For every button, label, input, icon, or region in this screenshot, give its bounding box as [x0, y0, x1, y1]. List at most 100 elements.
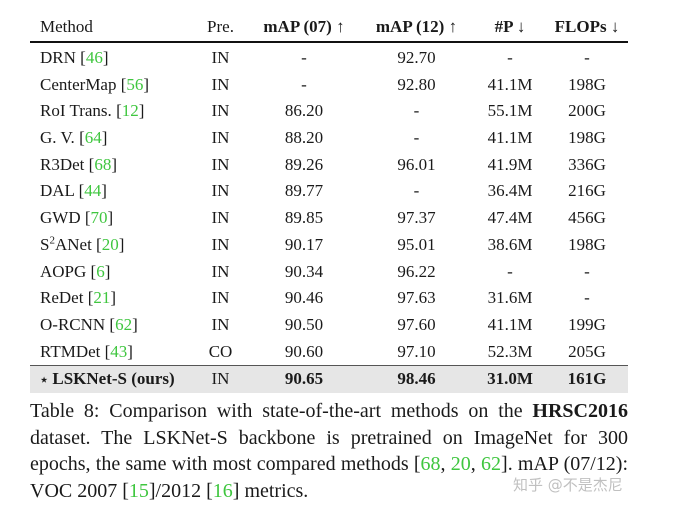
pre-cell: IN	[211, 48, 230, 67]
citation-link[interactable]: 20	[450, 453, 471, 475]
method-cell: RoI Trans. [12]	[40, 101, 145, 121]
method-cell: CenterMap [56]	[40, 74, 150, 94]
table-row: ReDet [21] IN 90.46 97.63 31.6M -	[30, 285, 628, 312]
params-cell: 31.6M	[487, 288, 533, 308]
citation-link[interactable]: 62	[481, 453, 502, 475]
params-cell: 55.1M	[487, 101, 533, 121]
citation-link[interactable]: 44	[84, 181, 102, 201]
citation-link[interactable]: 16	[212, 479, 233, 502]
map07-cell: 90.46	[284, 288, 324, 308]
map12-cell: -	[413, 101, 420, 121]
method-name: LSKNet-S (ours)	[52, 369, 175, 389]
method-cell: DAL [44]	[40, 181, 107, 201]
citation-link[interactable]: 21	[93, 288, 111, 308]
map07-cell: 89.77	[284, 181, 324, 201]
map07-cell: 90.60	[284, 341, 324, 361]
pre-cell: IN	[211, 369, 230, 389]
map07-cell: 90.17	[284, 234, 324, 254]
method-cell: RTMDet [43]	[40, 341, 133, 361]
flops-cell: 198G	[568, 234, 606, 254]
flops-cell: 200G	[568, 101, 606, 121]
map12-cell: 95.01	[397, 234, 436, 254]
flops-cell: -	[584, 48, 590, 67]
citation-link[interactable]: 15	[128, 479, 149, 502]
header-map07: mAP (07) ↑	[263, 17, 345, 36]
citation-link[interactable]: 64	[84, 128, 102, 148]
method-cell: O-RCNN [62]	[40, 314, 138, 334]
table-row: DRN [46] IN - 92.70 - -	[30, 45, 628, 72]
params-cell: 31.0M	[487, 369, 533, 389]
params-cell: 41.1M	[487, 74, 533, 94]
table-caption: Table 8: Comparison with state-of-the-ar…	[30, 398, 628, 504]
flops-cell: -	[584, 288, 590, 308]
params-cell: -	[507, 48, 513, 67]
caption-text: ]. mAP (07/12): VOC 2007 [	[30, 453, 628, 502]
method-name: DRN	[40, 48, 76, 67]
flops-cell: 336G	[568, 154, 606, 174]
map12-cell: 92.70	[397, 48, 436, 67]
params-cell: 41.1M	[487, 314, 533, 334]
method-name: AOPG	[40, 261, 87, 281]
method-name: RTMDet	[40, 341, 101, 361]
citation-link[interactable]: 68	[420, 453, 441, 475]
map12-cell: 97.10	[397, 341, 436, 361]
citation-link[interactable]: 6	[96, 261, 105, 281]
method-cell: DRN [46]	[40, 48, 109, 67]
params-cell: 47.4M	[487, 208, 533, 228]
citation-link[interactable]: 20	[101, 234, 119, 254]
method-cell: G. V. [64]	[40, 128, 108, 148]
pre-cell: IN	[211, 208, 230, 228]
params-cell: -	[507, 261, 513, 281]
map07-cell: -	[301, 48, 307, 67]
method-name: ReDet	[40, 288, 84, 308]
pre-cell: CO	[208, 341, 233, 361]
caption-dataset: HRSC2016	[532, 400, 628, 422]
citation-link[interactable]: 68	[94, 154, 112, 174]
mid-rule	[30, 365, 628, 367]
citation-link[interactable]: 62	[115, 314, 133, 334]
header-flops: FLOPs ↓	[554, 17, 620, 36]
pre-cell: IN	[211, 288, 230, 308]
caption-text: ]/2012 [	[148, 479, 213, 502]
flops-cell: 199G	[568, 314, 606, 334]
flops-cell: 205G	[568, 341, 606, 361]
map07-cell: 89.85	[284, 208, 324, 228]
method-name: GWD	[40, 208, 81, 228]
method-name: G. V.	[40, 128, 75, 148]
flops-cell: -	[584, 261, 590, 281]
method-name: RoI Trans.	[40, 101, 112, 121]
method-name: S	[40, 234, 50, 254]
method-name: ANet	[54, 234, 92, 254]
table-row: CenterMap [56] IN - 92.80 41.1M 198G	[30, 72, 628, 99]
citation-link[interactable]: 56	[126, 74, 144, 94]
pre-cell: IN	[211, 154, 230, 174]
table-row: GWD [70] IN 89.85 97.37 47.4M 456G	[30, 205, 628, 232]
params-cell: 41.9M	[487, 154, 533, 174]
flops-cell: 161G	[567, 369, 607, 389]
table-row: RTMDet [43] CO 90.60 97.10 52.3M 205G	[30, 339, 628, 366]
params-cell: 38.6M	[487, 234, 533, 254]
comparison-table: Method Pre. mAP (07) ↑ mAP (12) ↑ #P ↓ F…	[30, 14, 628, 393]
header-pre: Pre.	[207, 17, 234, 36]
citation-link[interactable]: 43	[110, 341, 128, 361]
table-row: G. V. [64] IN 88.20 - 41.1M 198G	[30, 125, 628, 152]
params-cell: 36.4M	[487, 181, 533, 201]
header-method: Method	[40, 17, 93, 36]
method-name: O-RCNN	[40, 314, 106, 334]
citation-link[interactable]: 46	[85, 48, 103, 67]
table-header: Method Pre. mAP (07) ↑ mAP (12) ↑ #P ↓ F…	[30, 14, 628, 41]
citation-link[interactable]: 70	[90, 208, 108, 228]
method-cell: ⋆ LSKNet-S (ours)	[30, 366, 192, 394]
map07-cell: 86.20	[284, 101, 324, 121]
star-icon: ⋆	[40, 372, 49, 388]
pre-cell: IN	[211, 128, 230, 148]
citation-link[interactable]: 12	[121, 101, 139, 121]
pre-cell: IN	[211, 74, 230, 94]
map12-cell: 92.80	[397, 74, 436, 94]
caption-text: ,	[440, 453, 451, 475]
caption-text: Comparison with state-of-the-art methods…	[99, 400, 533, 422]
map12-cell: -	[413, 128, 420, 148]
watermark: 知乎 @不是杰尼	[513, 476, 623, 494]
caption-text: ] metrics.	[232, 479, 309, 502]
map07-cell: 90.50	[284, 314, 324, 334]
